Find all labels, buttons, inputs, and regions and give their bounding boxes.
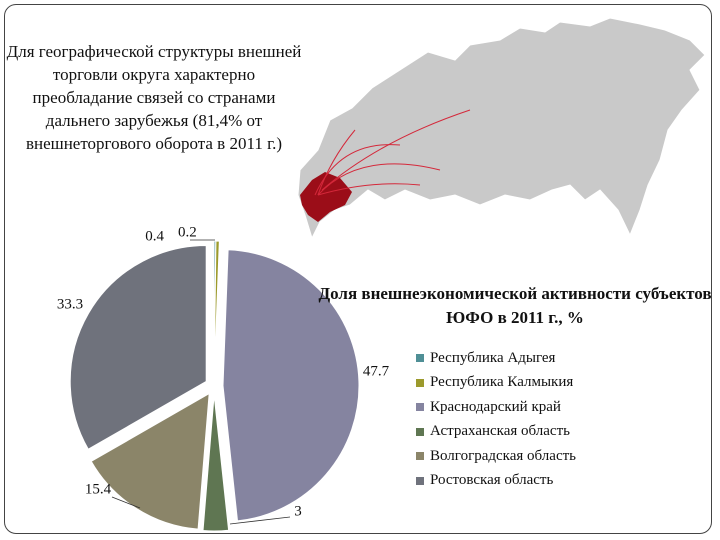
slide-text: Для географической структуры внешней тор… [6,42,302,153]
trade-links [314,109,471,196]
data-label: 47.7 [363,363,390,379]
legend-entry: Республика Калмыкия [416,371,576,396]
legend-entry: Республика Адыгея [416,346,576,371]
data-label: 0.4 [145,228,164,244]
leader-line [229,516,291,525]
slide-frame [4,4,712,534]
data-label: 3 [294,503,302,519]
region-highlight [300,172,352,222]
legend-entry: Краснодарский край [416,395,576,420]
legend: Республика Адыгея Республика Калмыкия Крас… [416,346,576,493]
pie-slice [222,249,360,522]
leader-line [111,496,141,509]
russia-map [297,17,706,240]
legend-swatch [416,427,424,436]
legend-swatch [416,452,424,461]
legend-swatch [416,354,424,363]
pie-slice [90,392,210,530]
legend-label: Краснодарский край [430,398,561,415]
legend-label: Республика Адыгея [430,349,556,366]
legend-swatch [416,476,424,485]
legend-label: Ростовская область [430,472,554,489]
chart-title: Доля внешнеэкономической активности субъ… [318,284,712,327]
legend-swatch [416,403,424,412]
legend-label: Астраханская область [430,423,570,440]
pie-slice [69,244,207,450]
pie-slice [202,394,230,532]
legend-swatch [416,378,424,387]
data-label: 15.4 [85,481,112,497]
legend-entry: Ростовская область [416,469,576,494]
data-label: 33.3 [57,296,83,312]
legend-entry: Волгоградская область [416,444,576,469]
pie-slice [213,240,220,378]
legend-entry: Астраханская область [416,420,576,445]
legend-label: Республика Калмыкия [430,374,574,391]
data-label: 0.2 [178,224,197,240]
legend-label: Волгоградская область [430,447,576,464]
